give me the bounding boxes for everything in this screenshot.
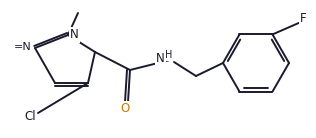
Text: H: H — [165, 50, 173, 60]
Text: N: N — [156, 51, 165, 64]
Text: Cl: Cl — [24, 109, 36, 123]
Text: =N: =N — [14, 42, 32, 52]
Text: N: N — [70, 29, 79, 42]
Text: F: F — [300, 11, 306, 25]
Text: O: O — [120, 103, 130, 116]
